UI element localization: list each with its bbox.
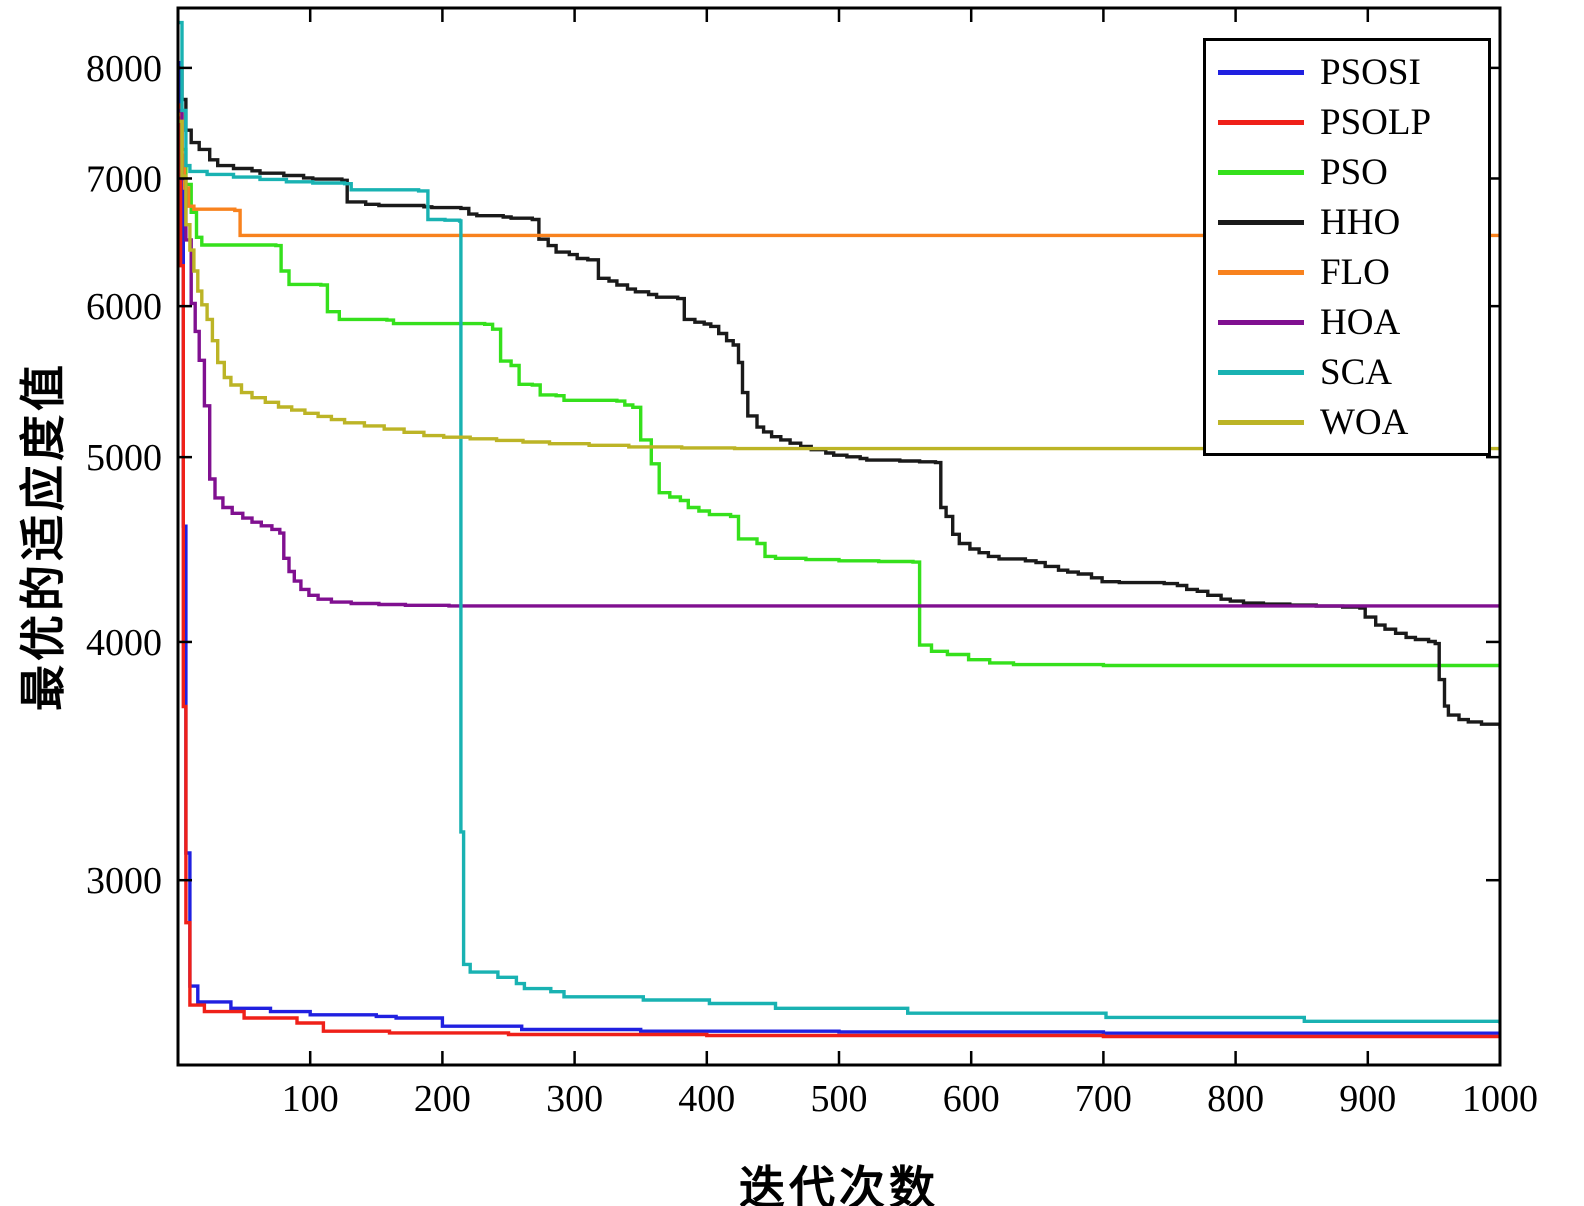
legend-item-PSOSI: PSOSI bbox=[1218, 47, 1488, 97]
legend-label: HHO bbox=[1320, 201, 1401, 243]
series-line-HOA bbox=[178, 108, 1500, 608]
legend-swatch-SCA bbox=[1218, 369, 1304, 375]
legend-item-PSOLP: PSOLP bbox=[1218, 97, 1488, 147]
y-axis-title: 最优的适应度值 bbox=[18, 361, 69, 711]
legend-item-HOA: HOA bbox=[1218, 297, 1488, 347]
legend-item-SCA: SCA bbox=[1218, 347, 1488, 397]
x-tick-label: 400 bbox=[678, 1078, 735, 1120]
series-line-PSOSI bbox=[178, 61, 1500, 1035]
legend-label: PSO bbox=[1320, 151, 1388, 193]
legend-label: PSOLP bbox=[1320, 101, 1432, 143]
legend: PSOSI PSOLP PSO HHO FLO HOA SCA WOA bbox=[1203, 38, 1491, 456]
legend-label: HOA bbox=[1320, 301, 1401, 343]
y-axis: 3000 4000 5000 6000 7000 8000 bbox=[86, 48, 1500, 902]
legend-label: WOA bbox=[1320, 401, 1409, 443]
x-axis-title: 迭代次数 bbox=[739, 1163, 939, 1206]
x-tick-label: 600 bbox=[943, 1078, 1000, 1120]
legend-swatch-PSOLP bbox=[1218, 119, 1304, 125]
legend-item-HHO: HHO bbox=[1218, 197, 1488, 247]
series-line-PSOLP bbox=[178, 103, 1500, 1039]
x-tick-label: 800 bbox=[1207, 1078, 1264, 1120]
series-line-SCA bbox=[178, 20, 1500, 1024]
legend-swatch-HHO bbox=[1218, 219, 1304, 225]
legend-swatch-PSOSI bbox=[1218, 69, 1304, 75]
x-tick-label: 300 bbox=[546, 1078, 603, 1120]
legend-swatch-PSO bbox=[1218, 169, 1304, 175]
y-tick-label: 5000 bbox=[86, 437, 162, 479]
legend-label: FLO bbox=[1320, 251, 1390, 293]
y-tick-label: 3000 bbox=[86, 860, 162, 902]
legend-swatch-WOA bbox=[1218, 419, 1304, 425]
x-tick-label: 1000 bbox=[1462, 1078, 1538, 1120]
legend-swatch-HOA bbox=[1218, 319, 1304, 325]
y-tick-label: 6000 bbox=[86, 286, 162, 328]
x-tick-label: 500 bbox=[811, 1078, 868, 1120]
series-group bbox=[178, 20, 1500, 1039]
legend-item-PSO: PSO bbox=[1218, 147, 1488, 197]
x-tick-label: 100 bbox=[282, 1078, 339, 1120]
x-tick-label: 200 bbox=[414, 1078, 471, 1120]
x-axis: 100 200 300 400 500 600 700 800 900 1000 bbox=[282, 8, 1538, 1120]
y-tick-label: 4000 bbox=[86, 622, 162, 664]
y-tick-label: 7000 bbox=[86, 158, 162, 200]
series-line-WOA bbox=[178, 119, 1500, 451]
series-line-PSO bbox=[178, 108, 1500, 668]
legend-label: SCA bbox=[1320, 351, 1392, 393]
legend-label: PSOSI bbox=[1320, 51, 1421, 93]
legend-item-WOA: WOA bbox=[1218, 397, 1488, 447]
x-tick-label: 900 bbox=[1339, 1078, 1396, 1120]
y-tick-label: 8000 bbox=[86, 48, 162, 90]
x-tick-label: 700 bbox=[1075, 1078, 1132, 1120]
legend-item-FLO: FLO bbox=[1218, 247, 1488, 297]
legend-swatch-FLO bbox=[1218, 269, 1304, 275]
